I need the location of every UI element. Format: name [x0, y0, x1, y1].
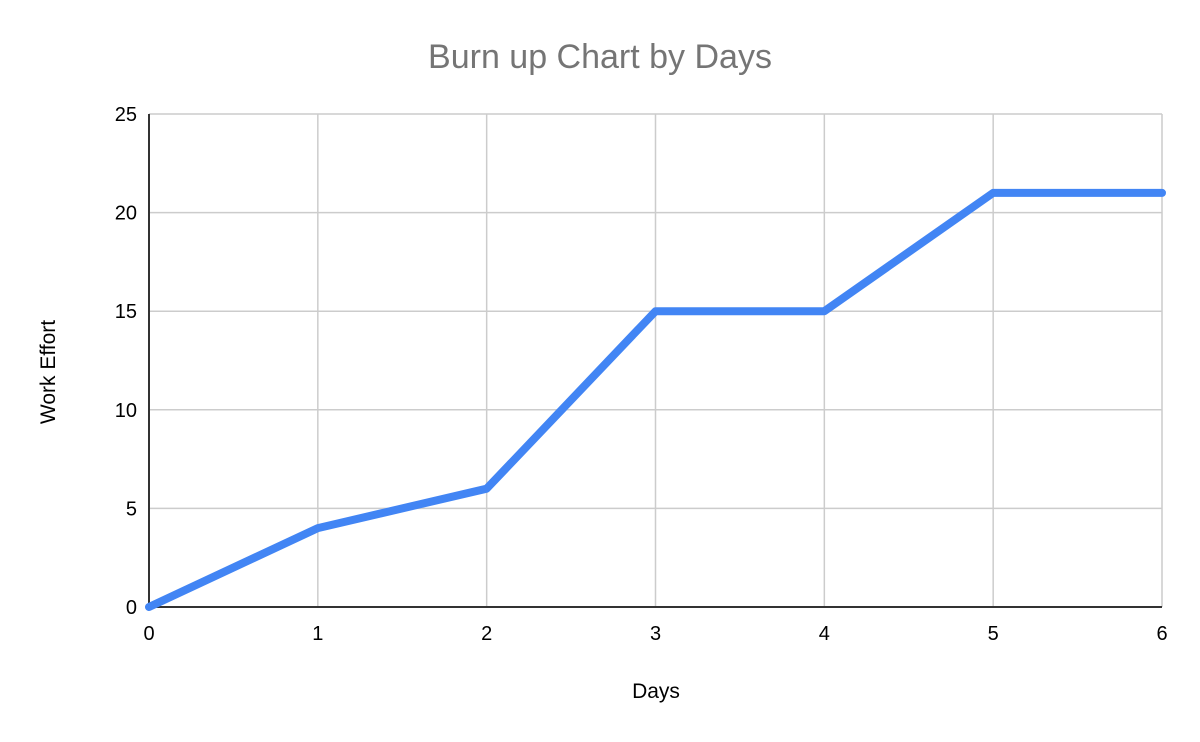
x-tick-label: 4 — [819, 623, 830, 645]
x-axis-title: Days — [632, 680, 680, 703]
tick-labels: 0 5 10 15 20 25 0 1 2 3 4 5 6 — [115, 104, 1168, 645]
x-tick-label: 1 — [312, 623, 323, 645]
axes — [148, 114, 1162, 608]
x-tick-label: 3 — [650, 623, 661, 645]
x-tick-label: 5 — [988, 623, 999, 645]
chart-title: Burn up Chart by Days — [428, 38, 772, 76]
x-tick-label: 6 — [1156, 623, 1167, 645]
x-tick-label: 2 — [481, 623, 492, 645]
y-tick-label: 5 — [126, 498, 137, 520]
y-axis-title: Work Effort — [37, 320, 60, 424]
y-tick-label: 15 — [115, 301, 137, 323]
series-line — [145, 188, 1166, 611]
y-tick-label: 0 — [126, 597, 137, 619]
y-tick-label: 25 — [115, 104, 137, 126]
x-tick-label: 0 — [143, 623, 154, 645]
series-layer — [145, 188, 1166, 611]
y-tick-label: 10 — [115, 400, 137, 422]
y-tick-label: 20 — [115, 203, 137, 225]
